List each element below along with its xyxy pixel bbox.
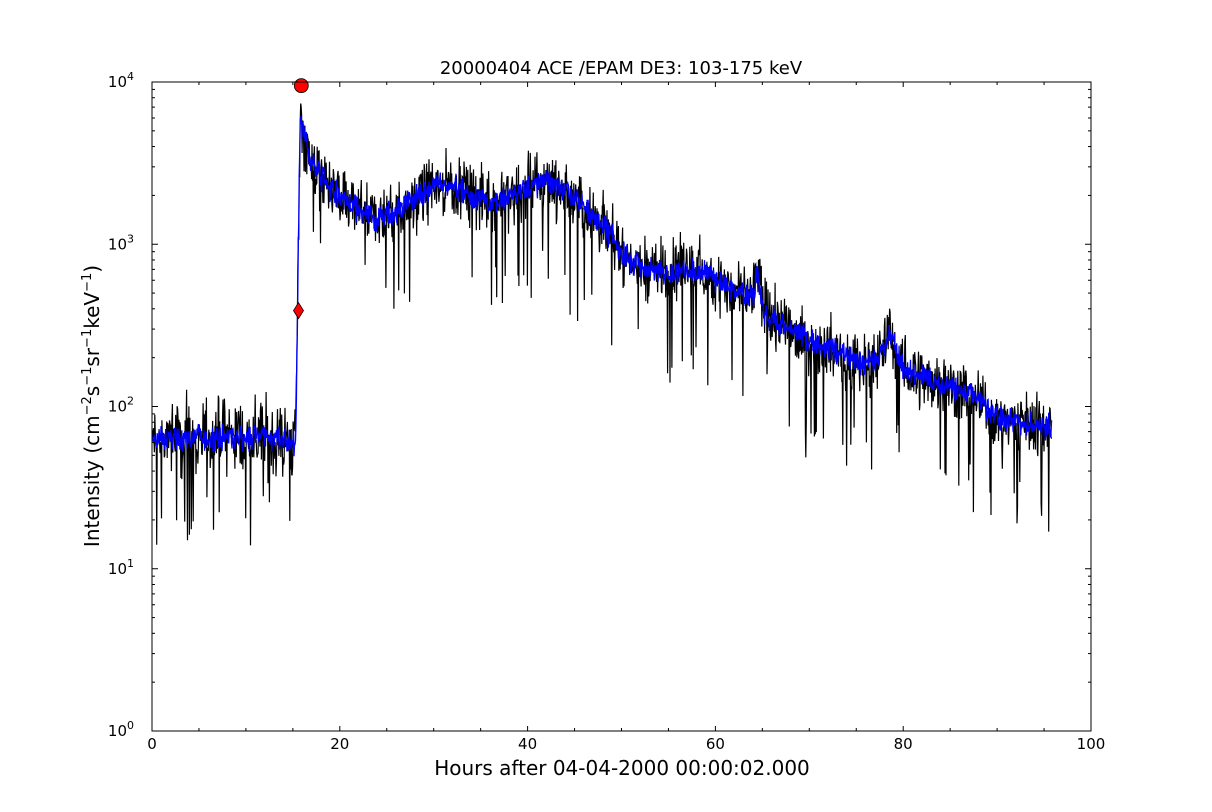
x-tick-label: 80	[894, 735, 913, 753]
x-axis-label: Hours after 04-04-2000 00:00:02.000	[434, 756, 810, 780]
onset-marker-diamond	[293, 301, 304, 320]
plot-frame	[151, 81, 1092, 732]
y-label-exponent: −1	[80, 329, 95, 348]
y-tick-exponent: 0	[127, 719, 134, 732]
y-tick-exponent: 4	[127, 70, 134, 83]
x-tick-label: 40	[518, 735, 537, 753]
y-tick-label: 103	[108, 232, 134, 253]
y-tick-label: 101	[108, 557, 134, 578]
y-label-part: sr	[80, 347, 104, 366]
y-axis-label: Intensity (cm−2s−1sr−1keV−1)	[80, 265, 104, 547]
x-tick-label: 20	[330, 735, 349, 753]
y-label-exponent: −2	[80, 396, 95, 415]
y-label-exponent: −1	[80, 367, 95, 386]
y-tick-exponent: 3	[127, 232, 134, 245]
plot-area	[151, 78, 1092, 732]
series-raw-line	[152, 103, 1053, 546]
y-label-part: )	[80, 265, 104, 273]
series-smoothed-line	[152, 115, 1053, 457]
smoothed-data-path	[152, 115, 1053, 457]
y-tick-label: 100	[108, 719, 134, 740]
y-tick-exponent: 1	[127, 557, 134, 570]
y-tick-label: 102	[108, 395, 134, 416]
y-label-exponent: −1	[80, 273, 95, 292]
x-axis: 0 20 40 60 80 100	[147, 82, 1105, 753]
y-tick-exponent: 2	[127, 395, 134, 408]
peak-marker-circle	[293, 78, 309, 94]
chart-title: 20000404 ACE /EPAM DE3: 103-175 keV	[440, 58, 803, 79]
y-tick-label: 104	[108, 70, 134, 91]
x-tick-label: 100	[1077, 735, 1106, 753]
x-tick-label: 0	[147, 735, 157, 753]
y-label-part: Intensity (cm	[80, 415, 104, 547]
y-label-part: keV	[80, 292, 104, 329]
y-label-part: s	[80, 386, 104, 396]
raw-data-path	[152, 103, 1053, 546]
x-tick-label: 60	[706, 735, 725, 753]
